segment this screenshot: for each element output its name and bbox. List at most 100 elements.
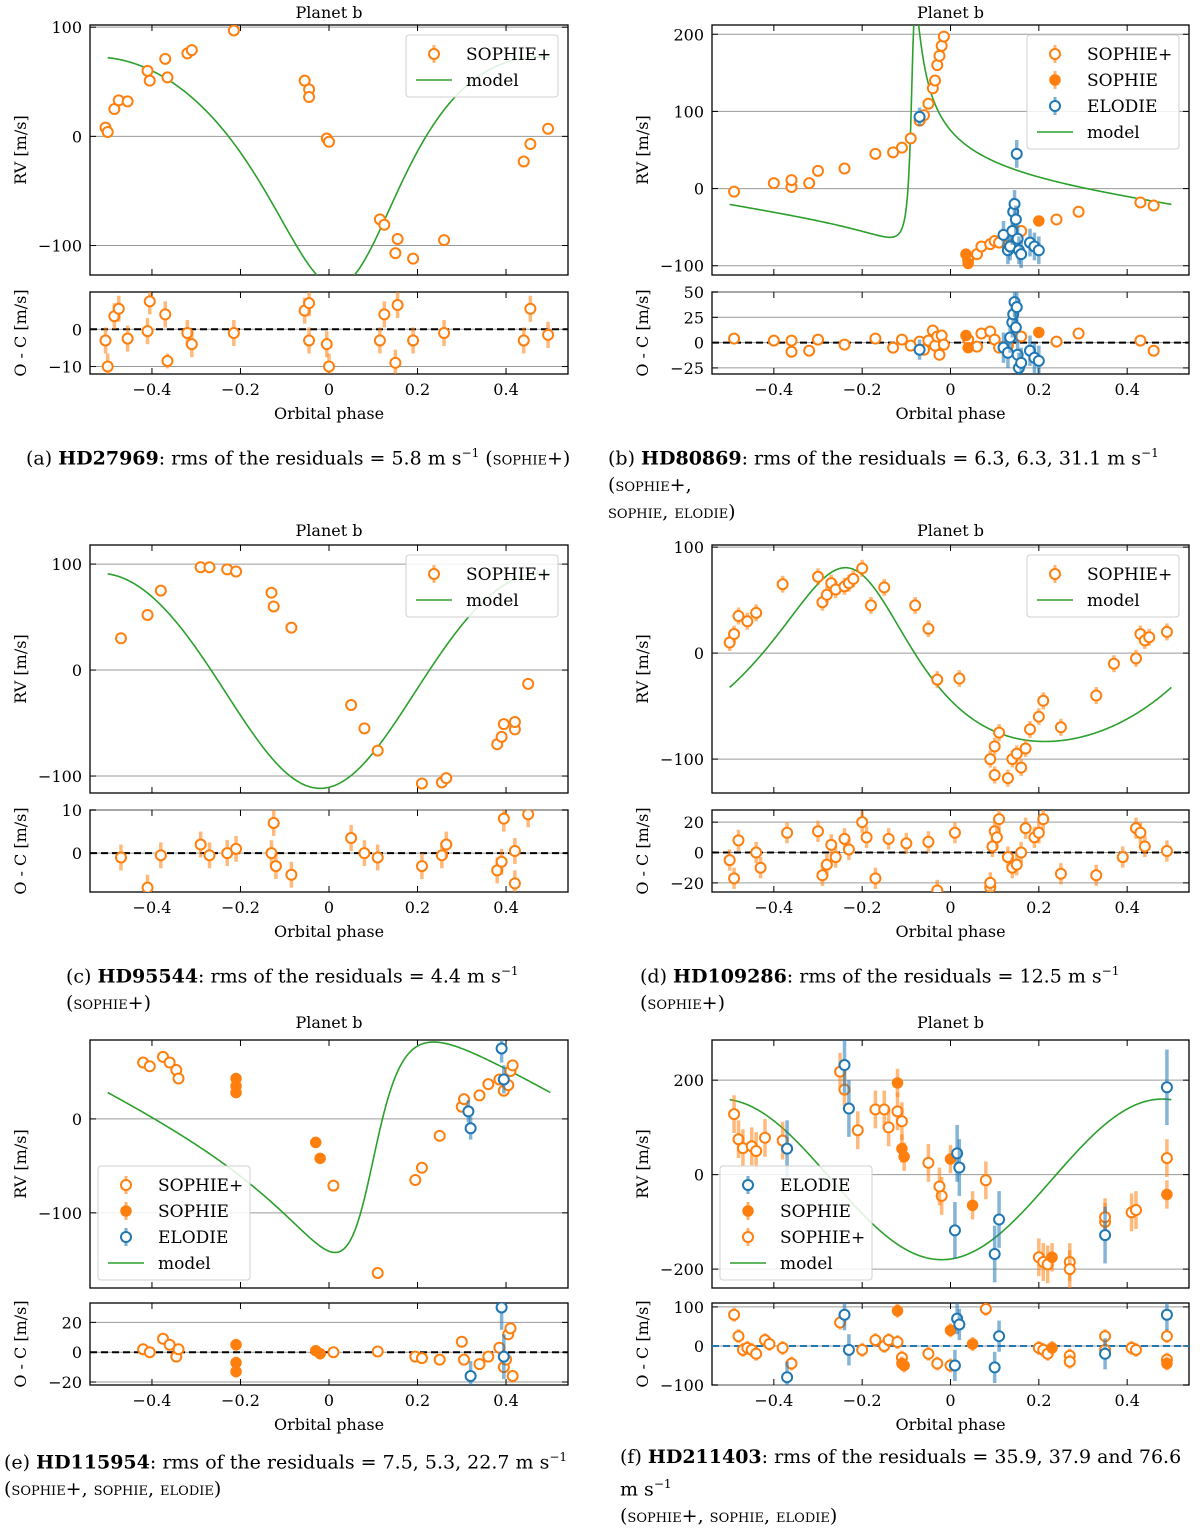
panel-b-main-ytick-label: 100 [673, 102, 704, 121]
caption-f-star: HD211403 [647, 1446, 762, 1468]
panel-f-sophieplus-point [979, 1174, 992, 1187]
panel-d-sophieplus-point [865, 599, 877, 612]
panel-c-legend-box [405, 554, 559, 618]
caption-e-exp: −1 [549, 1450, 568, 1464]
panel-c-sophieplus-residual [114, 851, 127, 864]
panel-b-legend-sophie-label: SOPHIE [1087, 71, 1158, 91]
panel-d-sophieplus-residual [1054, 867, 1067, 880]
panel-b-sophieplus-residual [785, 345, 798, 358]
panel-f: Planet b −200 0 200 −100 0 100 −0.4 −0.2 0 0.2 0.4 R… [633, 1013, 1190, 1434]
panel-a-title: Planet b [296, 3, 363, 22]
panel-f-elodie-residual [993, 1330, 1006, 1343]
panel-a-res-group [90, 292, 568, 374]
panel-e-sophieplus-point [371, 1266, 384, 1279]
panel-a-main-ytick-label: 0 [72, 127, 82, 146]
panel-b-res-xtick-label: −0.2 [843, 380, 882, 399]
caption-b-label: (b) [608, 447, 635, 470]
panel-a-sophieplus-point [378, 218, 391, 231]
panel-b-sophie-point [1033, 215, 1045, 227]
panel-f-sophieplus-point [895, 1115, 908, 1128]
panel-f-legend-sophie-label: SOPHIE [780, 1202, 851, 1222]
panel-f-elodie-point [842, 1102, 855, 1115]
panel-d-sophieplus-point [984, 753, 997, 766]
panel-f-res-group [712, 1303, 1189, 1385]
panel-b-sophieplus-point [728, 185, 741, 198]
panel-e-res-xtick-label: 0.2 [405, 1391, 430, 1410]
panel-b-res-group [712, 292, 1189, 374]
panel-f-main-ytick-label: 0 [694, 1166, 704, 1185]
panel-e-model-group [107, 1041, 551, 1254]
caption-c-star: HD95544 [97, 965, 199, 988]
panel-d-res-xtick-label: 0.4 [1114, 898, 1139, 917]
panel-e-legend-box [97, 1165, 251, 1281]
panel-e-res-ytick-label: 20 [62, 1313, 82, 1332]
panel-e-legend-sophieplus-swatch [120, 1179, 132, 1191]
panel-f-legend-elodie-label: ELODIE [780, 1176, 850, 1196]
panel-b-main-ytick-label: 0 [694, 180, 704, 199]
panel-f-model-line [729, 1098, 1172, 1261]
panel-e-legend-model-label: model [158, 1254, 211, 1274]
panel-e-elodie-point [464, 1122, 477, 1135]
caption-e-text: : rms of the residuals = 7.5, 5.3, 22.7 … [149, 1451, 550, 1474]
panel-f-sophieplus-residual [728, 1308, 741, 1321]
panel-b-sophieplus-residual [1134, 334, 1147, 347]
panel-b-sophieplus-residual [812, 333, 824, 346]
panel-b-ylabel: RV [m/s] [633, 115, 652, 184]
panel-d-sophieplus-residual [754, 861, 767, 874]
panel-c-res-group [90, 810, 568, 892]
panel-c-sophieplus-point [285, 621, 298, 634]
panel-e-xlabel: Orbital phase [274, 1415, 384, 1434]
panel-f-ylabel: RV [m/s] [633, 1129, 652, 1198]
panel-c-sophieplus-point [415, 777, 428, 790]
panel-b-legend-model-label: model [1087, 123, 1140, 143]
panel-f-sophie-residual [891, 1305, 904, 1317]
panel-e-sophieplus-residual [504, 1322, 517, 1335]
panel-f-sophie-residual [898, 1359, 910, 1372]
panel-f-sophie-point [966, 1199, 979, 1212]
panel-d-res-ytick-label: 20 [684, 813, 704, 832]
panel-e-res-xtick-label: −0.4 [133, 1391, 172, 1410]
panel-b-sophieplus-point [904, 132, 917, 145]
panel-a-sophieplus-residual [112, 302, 125, 315]
panel-f-title: Planet b [917, 1013, 984, 1032]
panel-b-sophieplus-point [767, 177, 780, 190]
panel-e-res-ytick-label: −20 [48, 1373, 82, 1392]
panel-a-res-xtick-label: −0.4 [133, 380, 172, 399]
panel-b-sophieplus-point [1134, 196, 1147, 209]
panel-b-res-xtick-label: 0.2 [1026, 380, 1051, 399]
panel-c-sophieplus-residual [203, 849, 216, 862]
panel-a-sophieplus-residual [161, 354, 174, 367]
panel-d-sophieplus-residual [1010, 858, 1023, 871]
panel-a-sophieplus-point [391, 232, 404, 245]
panel-f-res-ylabel: O - C [m/s] [633, 1300, 652, 1387]
panel-d-title: Planet b [917, 521, 984, 540]
panel-d-sophieplus-residual [993, 813, 1006, 826]
panel-d-sophieplus-residual [825, 838, 838, 851]
panel-a-sophieplus-residual [143, 295, 156, 308]
panel-c-main-ytick-label: 100 [51, 555, 82, 574]
panel-f-legend-elodie-swatch [742, 1179, 754, 1191]
panel-e-sophieplus-residual [415, 1352, 428, 1365]
panel-a-sophieplus-point [101, 125, 114, 138]
panel-a-legend-box [405, 34, 559, 98]
caption-a-star: HD27969 [58, 447, 159, 470]
panel-f-elodie-point [838, 1059, 851, 1072]
caption-b-insts: (sophie+, [608, 474, 692, 497]
panel-a-sophieplus-point [185, 44, 198, 57]
panel-f-sophieplus-point [933, 1180, 946, 1193]
panel-b-res-xtick-label: 0.4 [1114, 380, 1139, 399]
panel-f-sophieplus-point [1130, 1204, 1142, 1217]
panel-c-sophieplus-point [497, 718, 510, 731]
panel-e-sophieplus-point [433, 1129, 446, 1142]
panel-a-sophieplus-point [524, 137, 537, 150]
panel-a-xlabel: Orbital phase [274, 404, 384, 423]
panel-d-main-ytick-label: 0 [694, 644, 704, 663]
panel-d-legend-sophieplus-label: SOPHIE+ [1087, 565, 1172, 585]
panel-b-elodie-residual [1010, 301, 1023, 314]
panel-c-sophieplus-point [440, 772, 453, 785]
panel-d-sophieplus-residual [842, 843, 855, 856]
panel-f-elodie-point [953, 1161, 966, 1174]
panel-c-sophieplus-residual [522, 810, 535, 821]
panel-b-sophieplus-residual [767, 334, 780, 347]
caption-d: (d) HD109286: rms of the residuals = 12.… [640, 958, 1200, 1017]
